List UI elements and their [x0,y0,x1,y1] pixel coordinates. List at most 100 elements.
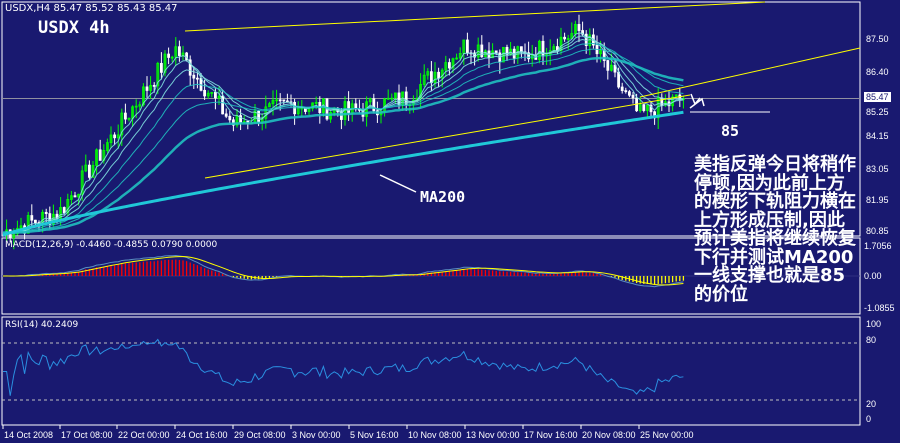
rsi-line [3,338,684,396]
analysis-comment: 美指反弹今日将稍作停顿,因为此前上方的楔形下轨阻力横在上方形成压制,因此预计美指… [694,154,856,305]
symbol-info: USDX,H4 85.47 85.52 85.43 85.47 [5,3,178,14]
candle-body [206,92,210,97]
time-tick: 14 Oct 2008 [4,430,54,440]
main-panel [1,1,861,237]
candle-body [285,100,289,103]
candle-body [606,60,610,71]
candle-body [109,134,113,144]
candle-body [455,57,459,60]
candle-body [610,64,613,71]
candle-body [106,142,109,151]
candle-body [188,59,192,76]
candle-body [599,50,602,55]
ma200-pointer [379,174,417,193]
candle-body [163,53,167,73]
candle-body [59,207,62,219]
moving-average-line [2,48,684,234]
candle-body [30,215,34,221]
time-tick: 25 Nov 00:00 [640,430,694,440]
candle-body [210,92,214,94]
price-tick: 87.50 [866,34,889,44]
target-label: 85 [721,122,740,140]
time-tick: 13 Nov 00:00 [466,430,520,440]
candle-body [278,99,282,102]
last-price-badge: 85.47 [864,92,891,103]
arrow-down-icon [689,93,705,109]
candle-body [34,219,37,223]
candle-body [368,98,372,103]
candle-body [149,84,153,91]
candle-body [390,97,394,100]
candle-body [275,99,279,102]
candle-body [177,46,181,56]
time-tick: 10 Nov 08:00 [408,430,462,440]
candle-body [44,211,48,215]
time-tick: 22 Oct 00:00 [118,430,170,440]
projection-line [639,47,861,98]
candle-body [386,97,390,100]
candle-body [527,52,530,60]
candle-body [642,104,646,111]
ma200-label: MA200 [420,188,466,206]
candle-body [134,105,138,108]
ma200-line [2,110,684,237]
price-tick: 86.40 [866,67,889,77]
candle-body [116,134,120,139]
candle-body [480,44,484,58]
price-tick: 81.95 [866,195,889,205]
candle-body [314,102,318,104]
candle-body [646,104,649,111]
candle-body [538,40,541,60]
moving-average-line [2,35,684,234]
candle-body [437,71,441,79]
price-tick: 83.05 [866,164,889,174]
macd-label: MACD(12,26,9) -0.4460 -0.4855 0.0790 0.0… [5,240,218,250]
candle-body [70,195,73,200]
candle-body [203,89,207,97]
lower-wedge-line [204,94,691,179]
candle-body [156,62,160,87]
candle-body [649,104,653,113]
moving-average-line [2,32,684,235]
macd-tick: 1.7056 [864,241,892,251]
candle-body [419,84,423,99]
candle-body [224,113,228,117]
candle-body [195,77,199,80]
candle-body [429,71,433,84]
candle-body [311,102,315,109]
candle-body [170,56,174,59]
candle-body [444,62,448,71]
candle-body [26,215,30,234]
candle-body [91,165,95,178]
candle-body [127,117,131,120]
macd-signal-line [2,256,684,286]
candle-body [433,71,437,84]
candle-body [267,103,271,108]
candle-body [228,115,232,121]
time-tick: 29 Oct 08:00 [234,430,286,440]
time-tick: 5 Nov 16:00 [350,430,399,440]
moving-average-line [2,42,684,234]
time-tick: 17 Oct 08:00 [61,430,113,440]
candle-body [62,207,66,214]
candle-body [80,170,84,195]
rsi-panel [1,316,861,426]
rsi-tick: 80 [866,335,877,345]
candle-body [159,62,163,73]
candle-body [95,149,98,166]
moving-average-line [2,56,684,234]
candle-body [124,112,127,120]
macd-line [2,255,684,288]
rsi-label: RSI(14) 40.2409 [5,320,79,330]
time-tick: 20 Nov 08:00 [582,430,636,440]
candle-body [624,90,628,93]
candle-body [404,91,408,105]
candle-body [141,86,145,106]
time-tick: 24 Oct 16:00 [176,430,228,440]
candle-body [577,24,581,31]
candle-body [451,58,455,69]
candle-body [84,164,88,172]
rsi-tick: 0 [866,414,872,424]
candle-body [566,38,570,40]
candle-body [347,101,351,114]
